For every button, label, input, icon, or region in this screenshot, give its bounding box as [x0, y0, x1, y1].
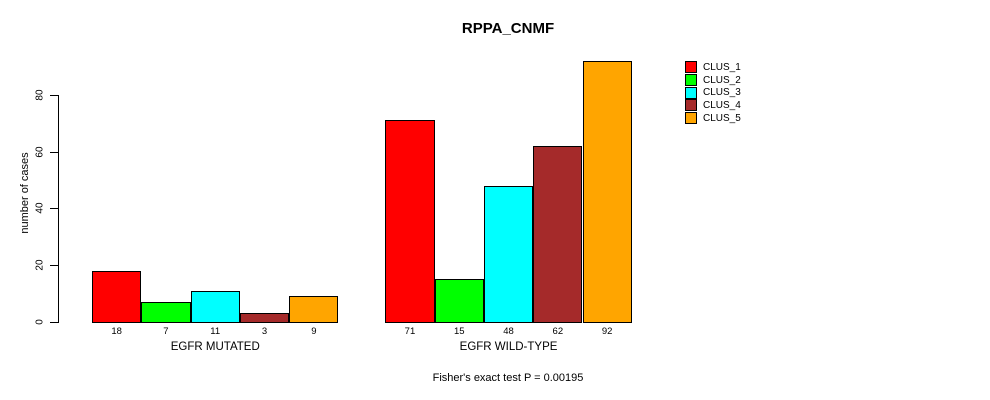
- bar: [289, 296, 339, 323]
- bar-value-label: 48: [503, 326, 514, 337]
- annotation-text: Fisher's exact test P = 0.00195: [432, 372, 584, 384]
- bar: [141, 302, 191, 323]
- legend-swatch: [685, 99, 697, 112]
- legend-item: CLUS_1: [685, 61, 741, 74]
- y-tick-label: 20: [34, 259, 46, 271]
- bar: [385, 120, 435, 323]
- chart-title: RPPA_CNMF: [461, 20, 555, 37]
- y-tick: [50, 208, 58, 210]
- legend-label: CLUS_3: [703, 87, 741, 99]
- bar-value-label: 3: [261, 326, 268, 337]
- bar-value-label: 9: [311, 326, 317, 337]
- bar: [190, 290, 240, 323]
- bar: [483, 185, 534, 323]
- y-tick-label: 60: [34, 146, 46, 158]
- bar-value-label: 15: [453, 326, 465, 337]
- group-label: EGFR WILD-TYPE: [459, 341, 558, 353]
- y-tick: [50, 151, 58, 153]
- y-tick-label: 80: [34, 89, 46, 101]
- bar: [92, 270, 142, 323]
- bar-value-label: 71: [404, 326, 416, 337]
- legend-swatch: [685, 86, 697, 99]
- legend-item: CLUS_4: [685, 99, 741, 112]
- y-tick: [50, 265, 58, 267]
- bar-value-label: 7: [163, 326, 169, 337]
- legend-label: CLUS_5: [703, 112, 741, 124]
- bar: [582, 60, 632, 323]
- bar-value-label: 92: [601, 326, 613, 337]
- legend: CLUS_1 CLUS_2 CLUS_3 CLUS_4 CLUS_5: [685, 61, 741, 125]
- legend-label: CLUS_4: [703, 99, 741, 111]
- bar-value-label: 62: [552, 326, 564, 337]
- y-tick-label: 0: [34, 319, 46, 325]
- legend-label: CLUS_2: [703, 74, 741, 86]
- legend-swatch: [685, 61, 697, 74]
- legend-item: CLUS_5: [685, 112, 741, 125]
- y-axis-line: [58, 94, 59, 323]
- bar-value-label: 11: [210, 326, 221, 337]
- legend-swatch: [685, 112, 697, 125]
- y-tick-label: 40: [34, 202, 46, 214]
- legend-label: CLUS_1: [703, 61, 741, 73]
- bar-value-label: 18: [111, 326, 122, 337]
- legend-item: CLUS_2: [685, 74, 741, 87]
- legend-swatch: [685, 74, 697, 87]
- legend-item: CLUS_3: [685, 86, 741, 99]
- bar: [239, 313, 290, 323]
- y-tick: [50, 322, 58, 323]
- y-tick: [50, 94, 58, 96]
- bar: [434, 279, 484, 323]
- group-label: EGFR MUTATED: [170, 341, 260, 353]
- bar: [533, 145, 583, 323]
- y-axis-label: number of cases: [19, 152, 31, 234]
